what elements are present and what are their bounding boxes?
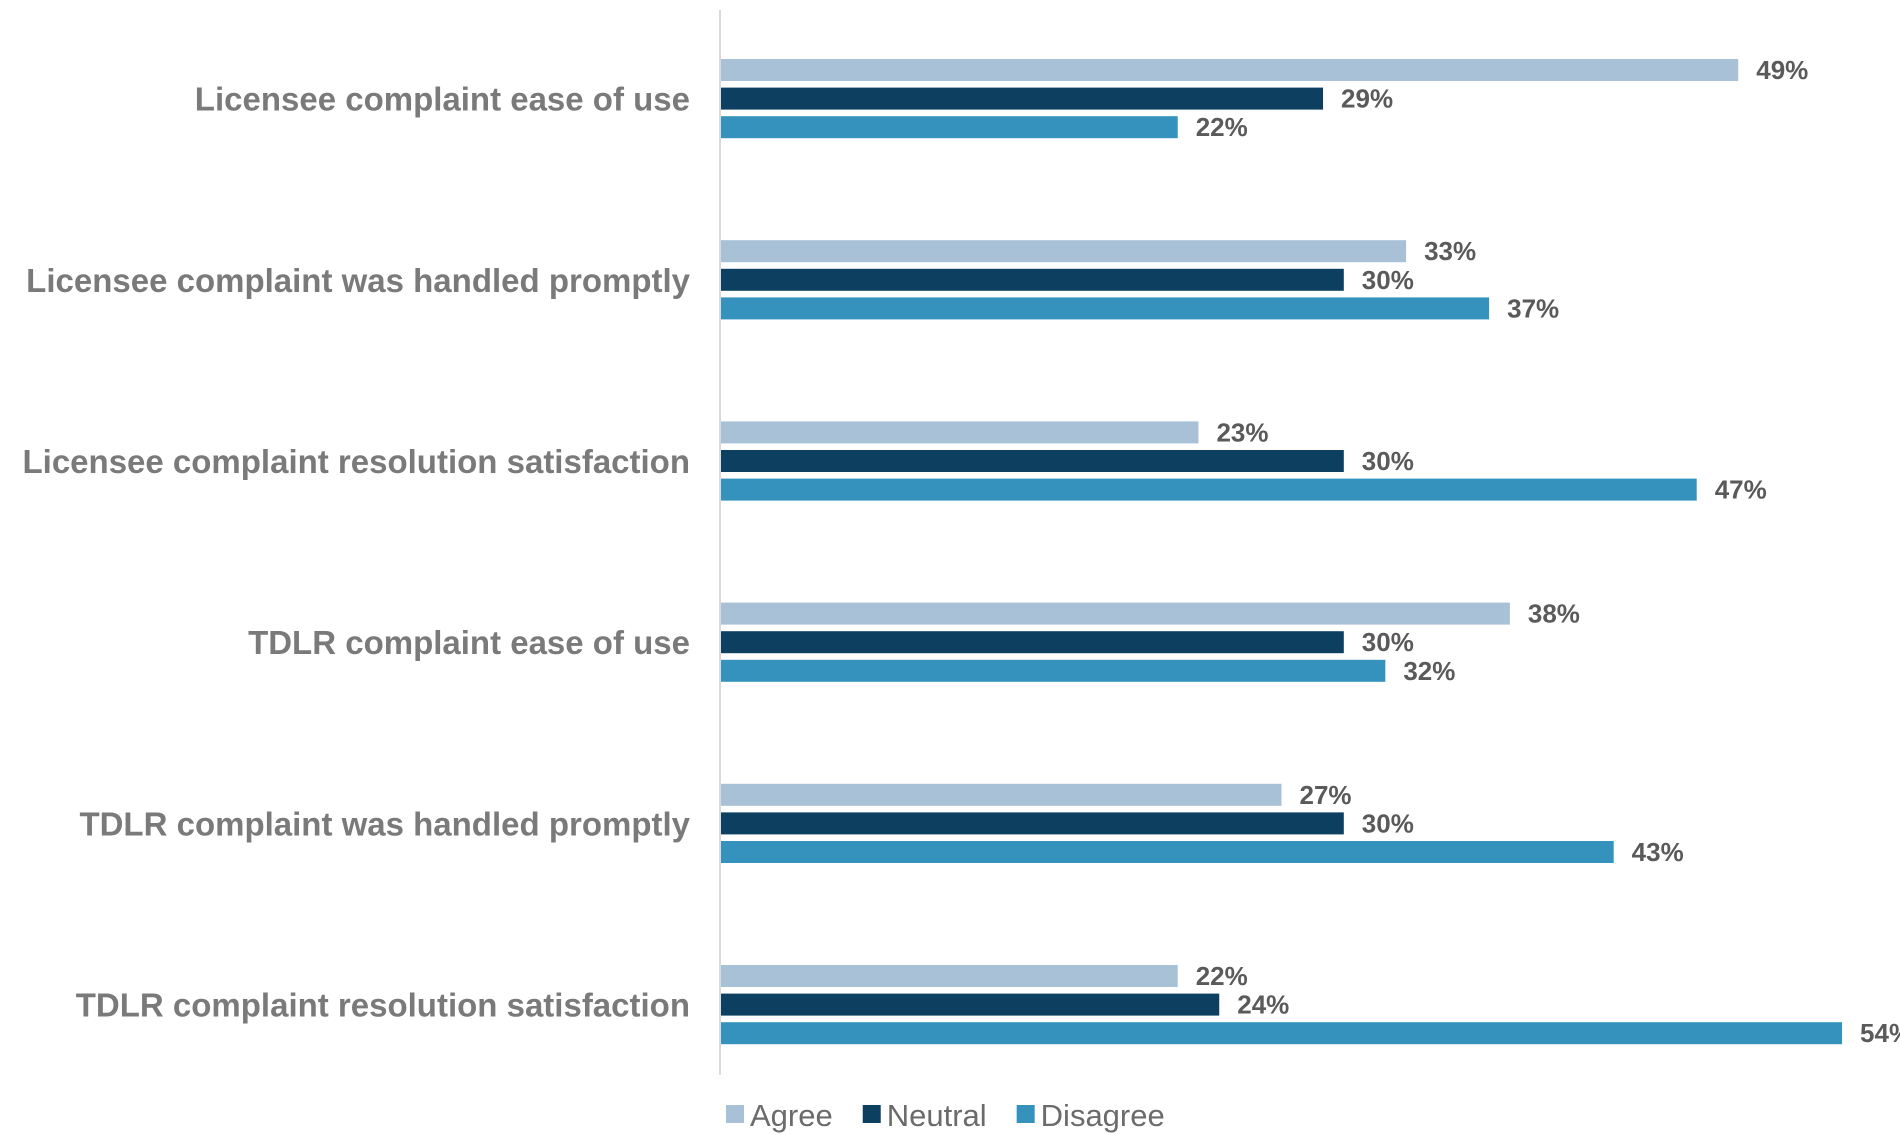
data-label-disagree-licensee-complaint-was-handled-promptly: 37% (1507, 293, 1559, 323)
category-label-tdlr-complaint-resolution-satisfaction: TDLR complaint resolution satisfaction (76, 987, 690, 1024)
data-label-agree-licensee-complaint-was-handled-promptly: 33% (1424, 236, 1476, 266)
bar-agree-tdlr-complaint-ease-of-use (721, 602, 1510, 625)
bar-disagree-tdlr-complaint-resolution-satisfaction (721, 1022, 1843, 1045)
bar-disagree-licensee-complaint-resolution-satisfaction (721, 478, 1697, 501)
category-label-licensee-complaint-resolution-satisfaction: Licensee complaint resolution satisfacti… (23, 443, 691, 480)
bar-agree-licensee-complaint-resolution-satisfaction (721, 421, 1199, 444)
data-label-neutral-licensee-complaint-ease-of-use: 29% (1341, 84, 1393, 114)
category-label-tdlr-complaint-ease-of-use: TDLR complaint ease of use (248, 624, 690, 661)
bar-neutral-licensee-complaint-ease-of-use (721, 87, 1324, 110)
bar-agree-tdlr-complaint-was-handled-promptly (721, 783, 1282, 806)
legend: Agree Neutral Disagree (726, 1098, 1165, 1133)
legend-label-disagree: Disagree (1041, 1098, 1165, 1133)
bar-disagree-tdlr-complaint-was-handled-promptly (721, 841, 1614, 863)
category-label-licensee-complaint-ease-of-use: Licensee complaint ease of use (195, 81, 690, 118)
category-label-tdlr-complaint-was-handled-promptly: TDLR complaint was handled promptly (79, 805, 690, 842)
data-label-agree-licensee-complaint-resolution-satisfaction: 23% (1216, 417, 1268, 447)
category-label-licensee-complaint-was-handled-promptly: Licensee complaint was handled promptly (26, 262, 690, 299)
bar-disagree-licensee-complaint-ease-of-use (721, 116, 1178, 139)
category-labels: Licensee complaint ease of use Licensee c… (23, 81, 691, 1024)
bar-neutral-licensee-complaint-was-handled-promptly (721, 268, 1344, 291)
data-labels: 49%29%22%33%30%37%23%30%47%38%30%32%27%3… (1196, 55, 1900, 1048)
bar-agree-tdlr-complaint-resolution-satisfaction (721, 965, 1178, 987)
legend-swatch-agree (726, 1105, 744, 1123)
legend-label-agree: Agree (750, 1098, 833, 1133)
bar-agree-licensee-complaint-ease-of-use (721, 59, 1739, 81)
data-label-neutral-tdlr-complaint-resolution-satisfaction: 24% (1237, 990, 1289, 1020)
legend-label-neutral: Neutral (887, 1098, 987, 1133)
legend-swatch-disagree (1016, 1105, 1035, 1123)
legend-swatch-neutral (862, 1105, 881, 1123)
data-label-agree-licensee-complaint-ease-of-use: 49% (1756, 55, 1808, 85)
bar-agree-licensee-complaint-was-handled-promptly (721, 240, 1407, 263)
data-label-disagree-licensee-complaint-resolution-satisfaction: 47% (1715, 475, 1767, 505)
data-label-disagree-licensee-complaint-ease-of-use: 22% (1196, 112, 1248, 142)
data-label-neutral-licensee-complaint-was-handled-promptly: 30% (1362, 265, 1414, 295)
data-label-disagree-tdlr-complaint-ease-of-use: 32% (1403, 656, 1455, 686)
data-label-agree-tdlr-complaint-resolution-satisfaction: 22% (1196, 961, 1248, 991)
bar-neutral-tdlr-complaint-ease-of-use (721, 631, 1344, 654)
data-label-neutral-licensee-complaint-resolution-satisfaction: 30% (1362, 446, 1414, 476)
bar-disagree-licensee-complaint-was-handled-promptly (721, 297, 1490, 320)
data-label-neutral-tdlr-complaint-ease-of-use: 30% (1362, 627, 1414, 657)
data-label-neutral-tdlr-complaint-was-handled-promptly: 30% (1362, 808, 1414, 838)
bar-disagree-tdlr-complaint-ease-of-use (721, 659, 1386, 682)
bar-neutral-licensee-complaint-resolution-satisfaction (721, 450, 1344, 472)
data-label-disagree-tdlr-complaint-was-handled-promptly: 43% (1632, 837, 1684, 867)
bar-neutral-tdlr-complaint-was-handled-promptly (721, 812, 1344, 835)
bar-neutral-tdlr-complaint-resolution-satisfaction (721, 993, 1220, 1016)
data-label-agree-tdlr-complaint-was-handled-promptly: 27% (1300, 780, 1352, 810)
data-label-disagree-tdlr-complaint-resolution-satisfaction: 54% (1860, 1018, 1900, 1048)
bars (721, 59, 1843, 1045)
data-label-agree-tdlr-complaint-ease-of-use: 38% (1528, 599, 1580, 629)
